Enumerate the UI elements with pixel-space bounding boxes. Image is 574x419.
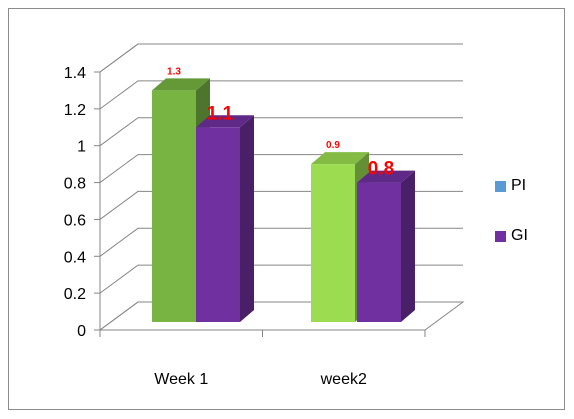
y-tick-label: 0.6 <box>64 212 86 229</box>
chart-top-edge <box>99 43 463 73</box>
x-category-label: Week 1 <box>154 371 208 388</box>
legend-label-pi: PI <box>511 177 527 194</box>
bar <box>311 164 355 322</box>
chart-frame <box>8 8 565 410</box>
legend-label-gi: GI <box>511 227 528 244</box>
legend-swatch-gi <box>495 230 506 242</box>
y-axis-ticks: 0 0.2 0.4 0.6 0.8 1 1.2 1.4 <box>64 65 100 340</box>
bar-top <box>152 78 210 91</box>
y-tick-label: 0.2 <box>64 286 86 303</box>
y-tick-label: 0.4 <box>64 249 86 266</box>
y-tick-label: 0.8 <box>64 176 86 193</box>
data-label: 1.1 <box>207 103 234 124</box>
axes <box>98 72 465 337</box>
bar-side <box>240 115 254 323</box>
x-category-label: week2 <box>320 371 367 388</box>
bar-top <box>196 115 254 128</box>
bar <box>196 127 240 323</box>
gridline <box>99 80 463 110</box>
legend-item-gi: GI <box>495 225 528 247</box>
data-label: 0.9 <box>326 140 340 151</box>
chart-walls <box>99 43 463 73</box>
bar <box>152 90 196 322</box>
y-tick-label: 1 <box>77 139 86 156</box>
bars <box>152 78 415 323</box>
gridline <box>99 43 463 73</box>
x-axis-labels: Week 1 week2 <box>154 371 367 388</box>
data-label: 0.8 <box>368 159 394 180</box>
legend-item-pi: PI <box>495 175 528 197</box>
data-labels: 1.3 0.9 1.1 0.8 <box>167 66 394 179</box>
data-label: 1.3 <box>167 66 181 77</box>
bar-top <box>311 152 369 165</box>
y-tick-label: 1.4 <box>64 65 86 82</box>
bar-side <box>401 170 415 322</box>
legend: PI GI <box>495 175 528 275</box>
legend-swatch-pi <box>495 180 506 192</box>
y-tick-label: 1.2 <box>64 102 86 119</box>
bar-top <box>357 170 415 183</box>
bar <box>357 182 401 322</box>
gridline <box>99 117 463 147</box>
y-tick-label: 0 <box>77 323 86 340</box>
floor <box>98 301 465 331</box>
